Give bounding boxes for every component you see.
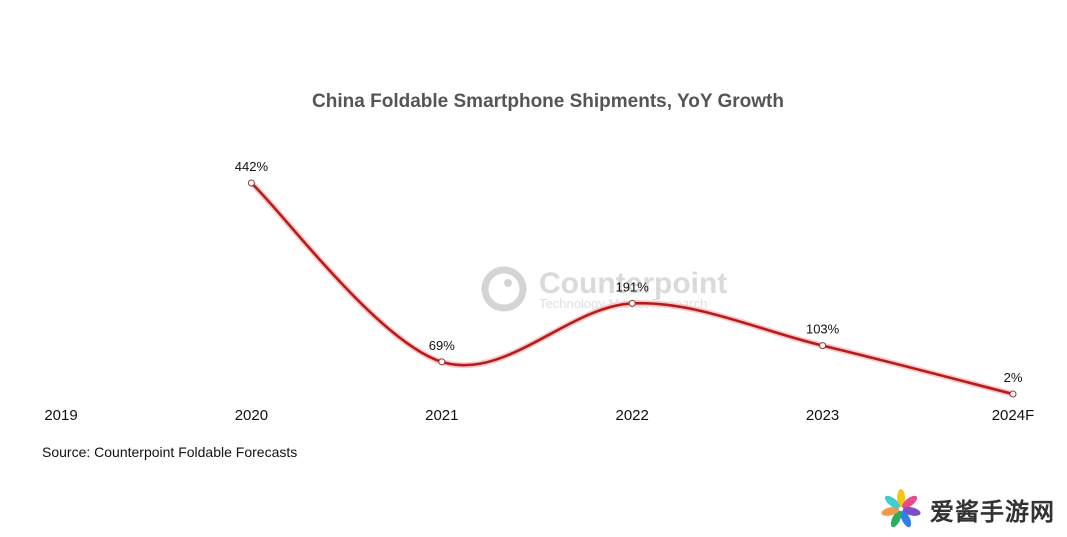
series-line	[250, 182, 1014, 396]
x-tick-label: 2022	[616, 407, 649, 424]
logo-petal	[884, 495, 900, 509]
brand-text: 爱酱手游网	[930, 497, 1055, 526]
x-tick-label: 2020	[235, 407, 268, 424]
logo-petal	[902, 495, 918, 509]
counterpoint-watermark: Counterpoint Technology Market Research	[481, 266, 727, 312]
logo-petal	[881, 507, 900, 516]
counterpoint-logo-icon	[481, 266, 527, 312]
data-label: 2%	[1004, 370, 1023, 385]
logo-petal	[897, 489, 905, 507]
chart-title: China Foldable Smartphone Shipments, YoY…	[312, 91, 784, 112]
data-point	[247, 179, 255, 187]
brand-badge: 爱酱手游网	[880, 488, 1055, 530]
logo-petal	[902, 507, 921, 516]
data-point	[628, 299, 636, 307]
data-point	[438, 358, 446, 366]
data-label: 103%	[806, 322, 840, 337]
data-point	[819, 342, 827, 350]
data-label: 69%	[429, 338, 455, 353]
x-tick-label: 2021	[425, 407, 458, 424]
watermark-name: Counterpoint	[539, 267, 727, 300]
x-tick-label: 2023	[806, 407, 839, 424]
source-note: Source: Counterpoint Foldable Forecasts	[42, 444, 298, 460]
data-point	[1009, 390, 1017, 398]
data-label: 442%	[235, 159, 269, 174]
data-label: 191%	[616, 279, 650, 294]
logo-petal	[890, 510, 902, 528]
x-tick-label: 2024F	[992, 407, 1035, 424]
logo-petal	[900, 510, 912, 528]
x-tick-label: 2019	[44, 407, 77, 424]
pinwheel-logo-icon	[881, 489, 921, 528]
